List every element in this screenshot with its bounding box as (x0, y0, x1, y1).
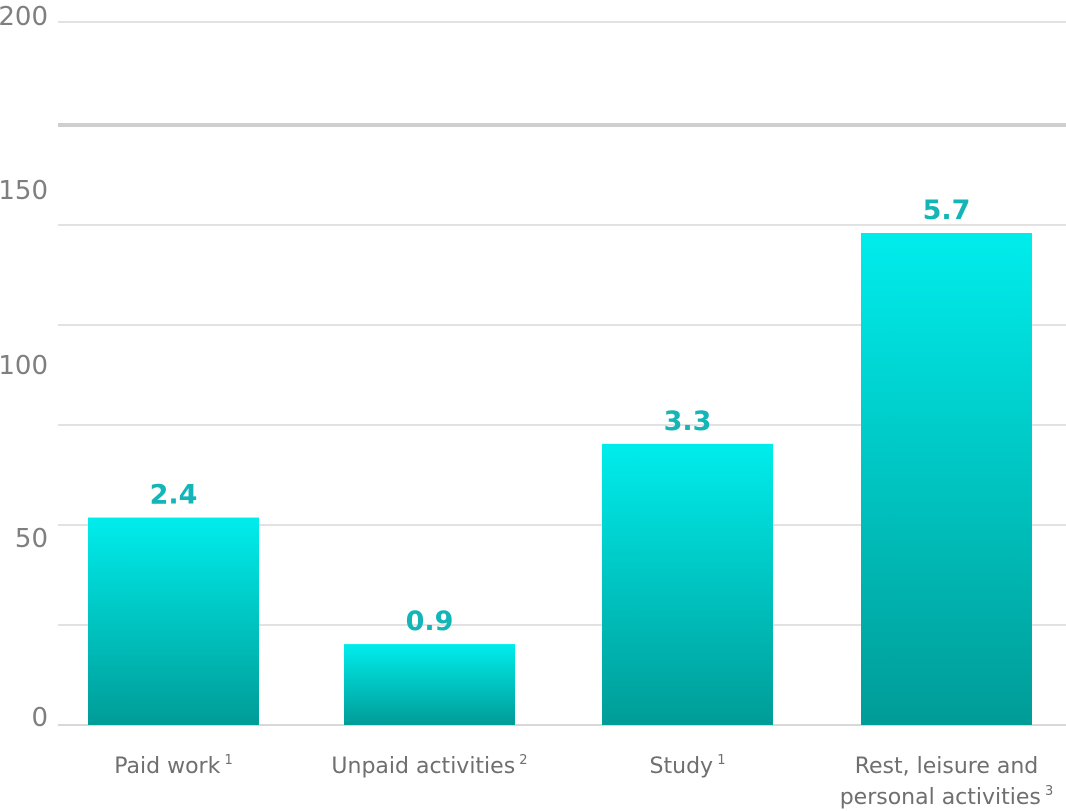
data-label: 0.9 (406, 606, 454, 637)
y-tick-label: 100 (0, 351, 48, 381)
bar (602, 443, 773, 725)
data-label: 5.7 (923, 195, 971, 226)
y-tick-label: 200 (0, 2, 48, 32)
y-axis-ticks: 0 50 100 150 200 (0, 2, 48, 733)
bar (861, 233, 1032, 725)
bar (88, 517, 259, 725)
x-tick-label: Rest, leisure and personal activities 3 (840, 754, 1054, 810)
x-tick-label: Unpaid activities 2 (331, 753, 527, 779)
y-tick-label: 150 (0, 176, 48, 206)
bars (88, 233, 1032, 725)
data-label: 3.3 (664, 406, 712, 437)
y-tick-label: 50 (15, 524, 48, 554)
y-tick-label: 0 (31, 703, 48, 733)
bar (344, 644, 515, 725)
data-label: 2.4 (150, 480, 198, 511)
x-tick-label: Study 1 (650, 753, 726, 779)
x-tick-label: Paid work 1 (114, 753, 232, 779)
x-axis-ticks: Paid work 1 Unpaid activities 2 Study 1 Res… (114, 753, 1053, 810)
data-labels: 2.4 0.9 3.3 5.7 (150, 195, 971, 637)
